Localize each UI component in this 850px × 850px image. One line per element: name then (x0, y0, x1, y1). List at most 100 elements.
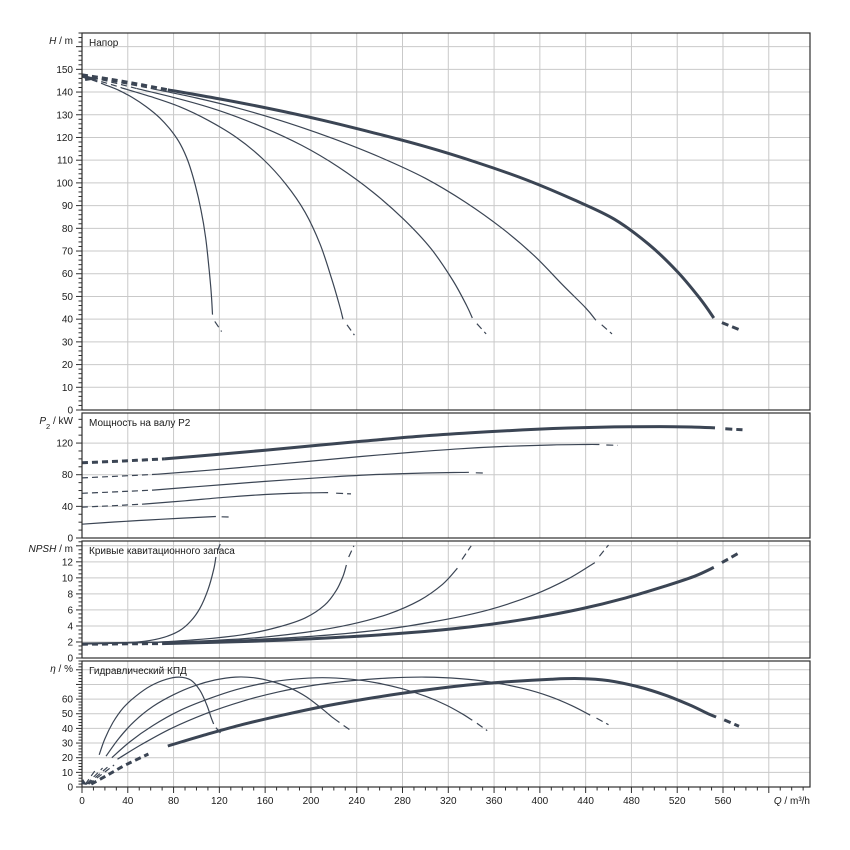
y-tick-label: 0 (67, 406, 73, 417)
y-tick-label: 60 (62, 269, 74, 280)
power-curve-4 (157, 443, 600, 475)
y-tick-label: 4 (67, 621, 73, 632)
x-tick-label: 0 (79, 796, 85, 807)
x-tick-label: 40 (122, 796, 134, 807)
power-curve-2 (144, 492, 329, 505)
y-tick-label: 150 (56, 65, 73, 76)
npsh-curve-selected-tail (721, 550, 741, 564)
grid (82, 33, 810, 410)
grid (82, 661, 810, 787)
npsh-curve-selected (162, 566, 715, 646)
x-axis-label: Q / m³/h (774, 796, 810, 807)
y-tick-labels: 0 10 20 30 40 50 60 70 80 90 100 110 120 130 140 150 (56, 65, 73, 417)
y-ticks (76, 541, 82, 659)
efficiency-curve-selected-tail (723, 718, 740, 728)
head-curve-2 (121, 87, 344, 320)
chart-title: Кривые кавитационного запаса (89, 546, 235, 557)
y-tick-label: 50 (62, 709, 74, 720)
power-curve-2-tail (336, 492, 352, 495)
head-curve-4-lead (81, 75, 151, 89)
y-tick-label: 140 (56, 88, 73, 99)
power-curve-3-lead (81, 489, 154, 494)
y-tick-label: 100 (56, 178, 73, 189)
x-tick-label: 560 (715, 796, 732, 807)
power-curve-4-lead (81, 473, 158, 479)
head-curve-1 (104, 84, 214, 315)
efficiency-curve-1-lead (84, 767, 98, 785)
y-axis-label: η / % (50, 664, 73, 675)
head-start-marker-icon (84, 75, 99, 82)
y-tick-label: 80 (62, 470, 74, 481)
efficiency-curve-3-lead (87, 766, 109, 785)
npsh-curve-2-tail (348, 545, 355, 558)
x-tick-label: 200 (303, 796, 320, 807)
x-tick-label: 360 (486, 796, 503, 807)
head-curve-1-tail (214, 321, 223, 332)
chart-title: Гидравлический КПД (89, 666, 187, 677)
y-tick-labels: 0 40 80 120 (56, 439, 73, 545)
y-tick-label: 30 (62, 739, 74, 750)
chart-1: 0 10 20 30 40 50 60 70 80 90 100 110 120 130 140 150 Нап… (49, 32, 811, 417)
y-tick-label: 0 (67, 783, 73, 794)
y-tick-label: 120 (56, 439, 73, 450)
y-ticks (76, 32, 82, 411)
y-tick-labels: 0 10 20 30 40 50 60 (62, 695, 74, 794)
curves (81, 543, 741, 646)
power-curve-selected-lead (81, 457, 165, 465)
y-tick-labels: 0 2 4 6 8 10 12 (62, 557, 74, 664)
x-tick-label: 240 (348, 796, 365, 807)
head-curve-2-tail (346, 324, 355, 336)
y-tick-label: 0 (67, 534, 73, 545)
efficiency-curve-2-lead (86, 767, 104, 785)
y-ticks (76, 660, 82, 788)
x-tick-label: 440 (577, 796, 594, 807)
y-tick-label: 6 (67, 605, 73, 616)
head-curve-selected-lead (81, 73, 169, 92)
chart-title: Напор (89, 38, 119, 49)
origin-marker-icon (81, 779, 87, 785)
x-tick-label: 520 (669, 796, 686, 807)
y-tick-label: 40 (62, 724, 74, 735)
x-tick-labels: 0 40 80 120 160 200 240 280 320 360 400 440 480 520 56… (79, 796, 732, 807)
y-tick-label: 12 (62, 557, 74, 568)
efficiency-curve-selected-lead (90, 752, 150, 786)
y-tick-label: 10 (62, 383, 74, 394)
power-curve-2-lead (81, 503, 146, 508)
power-curve-1 (81, 515, 216, 525)
npsh-curve-selected-lead (81, 642, 163, 646)
head-curve-3 (136, 88, 473, 319)
head-curve-3-tail (476, 323, 487, 335)
plot-border (81, 540, 811, 659)
y-tick-label: 0 (67, 654, 73, 665)
head-curve-4-tail (601, 324, 613, 335)
chart-2: 0 40 80 120 Мощность на валу P2 P2 / kW (39, 412, 811, 545)
x-tick-label: 320 (440, 796, 457, 807)
head-curve-4 (150, 87, 597, 321)
x-tick-label: 160 (257, 796, 274, 807)
curves (84, 676, 740, 786)
npsh-curve-1-tail (217, 543, 222, 551)
y-tick-label: 40 (62, 502, 74, 513)
x-tick-label: 280 (394, 796, 411, 807)
x-tick-label: 120 (211, 796, 228, 807)
y-tick-label: 20 (62, 360, 74, 371)
y-tick-label: 70 (62, 247, 74, 258)
y-tick-label: 60 (62, 695, 74, 706)
y-tick-label: 30 (62, 337, 74, 348)
y-ticks (76, 418, 82, 539)
efficiency-curve-3-tail (476, 722, 488, 732)
curves (81, 73, 742, 336)
head-curve-selected (167, 88, 716, 319)
efficiency-curve-3 (111, 677, 473, 759)
plot-border (81, 660, 811, 788)
chart-title: Мощность на валу P2 (89, 418, 191, 429)
x-tick-label: 480 (623, 796, 640, 807)
y-tick-label: 10 (62, 768, 74, 779)
plot-border (81, 412, 811, 539)
y-tick-label: 80 (62, 224, 74, 235)
power-curve-3 (152, 471, 469, 491)
efficiency-curve-4-lead (88, 764, 115, 785)
y-tick-label: 110 (57, 156, 73, 167)
